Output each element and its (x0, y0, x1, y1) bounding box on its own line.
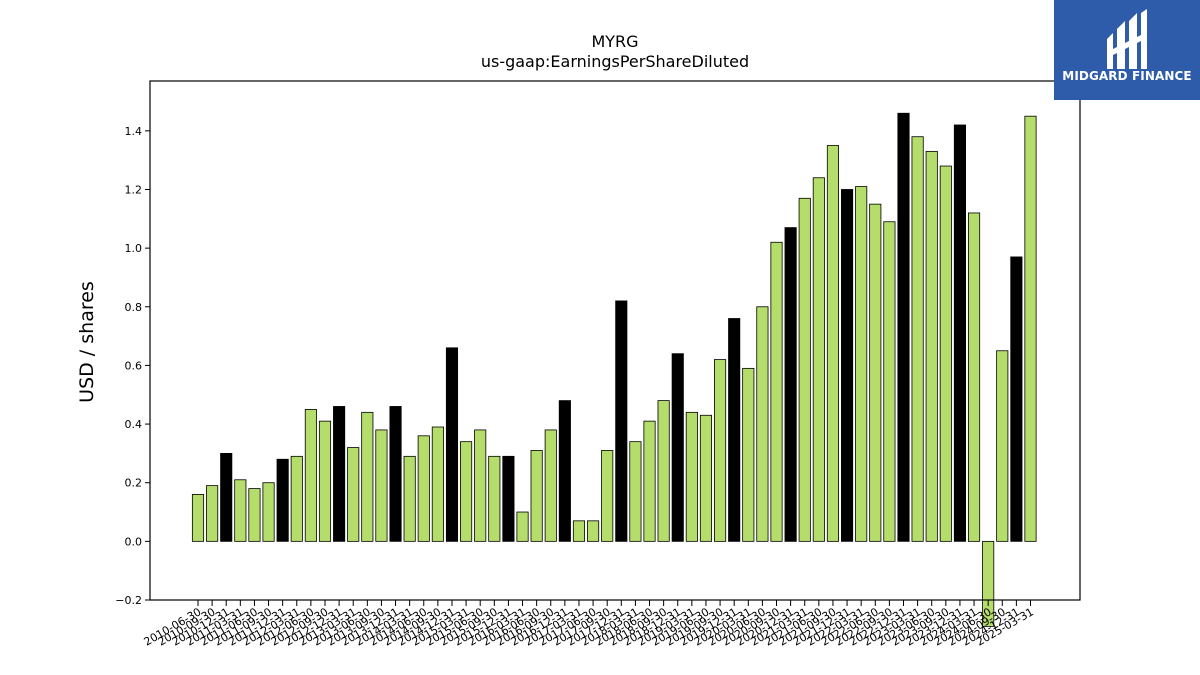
midgard-logo-mark-icon (1107, 9, 1147, 69)
bar (770, 241, 783, 542)
y-tick-label: 1.4 (125, 125, 143, 138)
bar (474, 429, 487, 542)
bar (572, 520, 586, 542)
bar (290, 455, 303, 542)
bar (488, 455, 501, 542)
bar (431, 426, 444, 542)
y-tick-label: 0.2 (125, 477, 143, 490)
bar (953, 124, 966, 542)
bar (516, 511, 529, 542)
bar (643, 420, 656, 542)
bar (347, 447, 360, 542)
chart-subtitle: us-gaap:EarningsPerShareDiluted (480, 52, 750, 71)
bar (333, 406, 346, 542)
brand-logo: MIDGARD FINANCE (1054, 0, 1200, 100)
bar (996, 350, 1009, 542)
bar (897, 112, 910, 542)
bar (191, 494, 205, 542)
brand-name: MIDGARD FINANCE (1062, 69, 1192, 83)
bar (601, 450, 614, 542)
bar (855, 186, 868, 542)
bar (403, 455, 416, 542)
bar (262, 482, 275, 542)
bar (318, 420, 332, 542)
bar (728, 318, 741, 542)
bar (629, 441, 642, 542)
bar (530, 450, 543, 542)
bar (714, 359, 727, 542)
bar (685, 411, 698, 542)
bar (445, 347, 459, 542)
bar (361, 411, 374, 542)
plot-frame (149, 80, 1081, 601)
bar (389, 406, 402, 542)
bar (982, 540, 995, 627)
bar (544, 429, 557, 542)
bar (587, 520, 600, 542)
bar (826, 145, 839, 542)
bar (248, 488, 261, 542)
y-tick-label: 1.0 (125, 242, 143, 255)
bar (699, 414, 713, 542)
bar (925, 150, 938, 542)
bar (615, 300, 628, 542)
bar (460, 441, 473, 542)
bar (220, 452, 233, 542)
bar (1010, 256, 1023, 542)
y-tick-label: 0.6 (125, 359, 143, 372)
bar (841, 189, 854, 542)
bar (657, 400, 670, 542)
y-tick-label: 0.8 (125, 301, 143, 314)
bar (276, 458, 289, 542)
bar (812, 177, 825, 542)
bar (558, 400, 571, 542)
bar (784, 227, 797, 542)
bar (417, 435, 430, 542)
y-tick-label: 0.4 (125, 418, 143, 431)
bar (939, 165, 952, 542)
y-tick-label: 0.0 (125, 535, 143, 548)
bar (206, 485, 219, 542)
bar (756, 306, 769, 542)
bar (502, 455, 515, 542)
chart-title: MYRG (591, 32, 639, 51)
y-tick-label: −0.2 (115, 594, 142, 607)
bar (1024, 115, 1037, 542)
bar (968, 212, 981, 542)
bar (375, 429, 388, 542)
bar (742, 367, 755, 542)
y-tick-label: 1.2 (125, 183, 143, 196)
bar (671, 353, 684, 542)
bar (798, 197, 811, 542)
bar (883, 221, 896, 542)
bar (911, 136, 924, 542)
bar (304, 409, 317, 542)
bar (869, 203, 882, 542)
bar (234, 479, 247, 542)
